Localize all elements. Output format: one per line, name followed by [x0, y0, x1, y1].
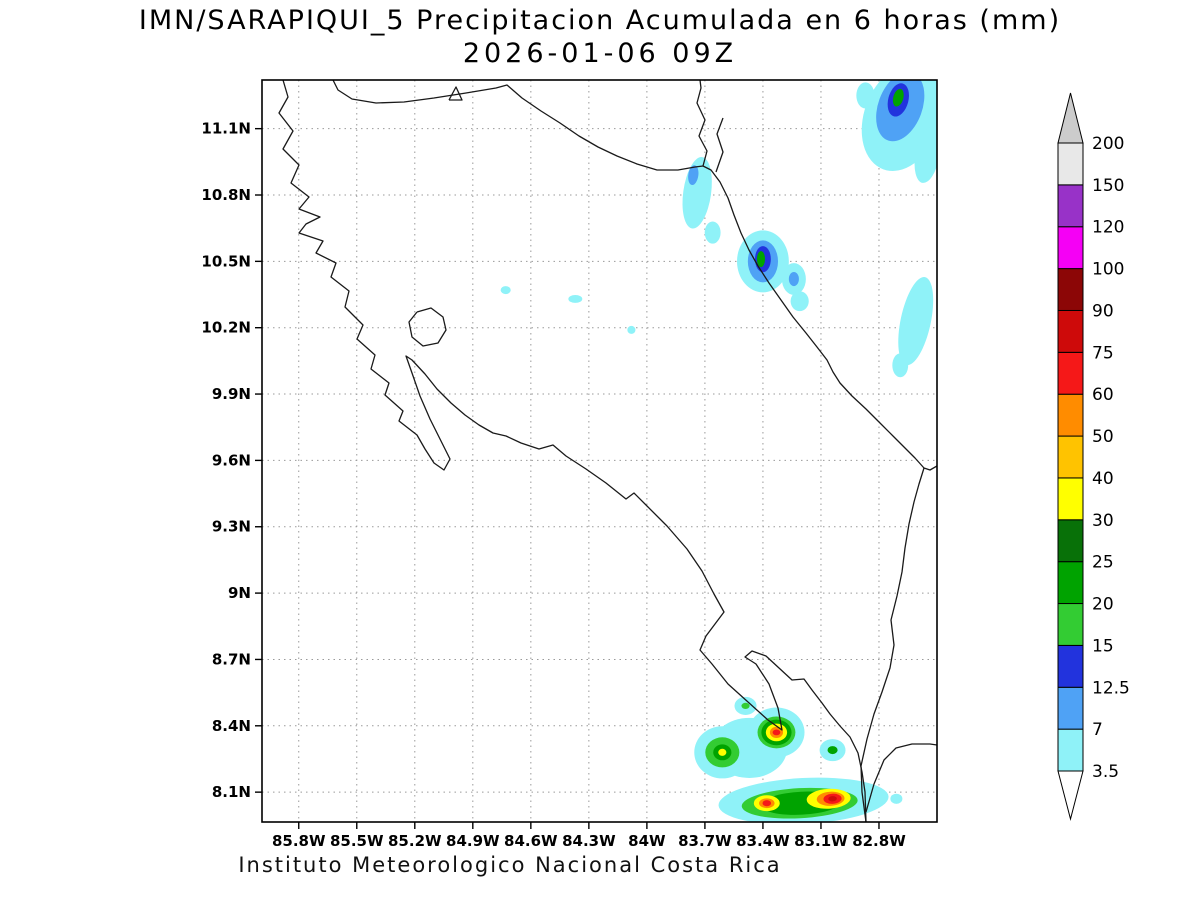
- coastline: [696, 80, 937, 471]
- precip-cell: [688, 165, 699, 185]
- y-tick-label: 9.6N: [212, 451, 251, 469]
- colorbar-segment: [1057, 644, 1084, 688]
- precip-cell: [892, 353, 909, 378]
- precip-cell: [856, 82, 875, 109]
- colorbar-segment: [1057, 226, 1084, 270]
- colorbar-segment: [1057, 142, 1084, 186]
- precip-cell: [704, 221, 721, 244]
- precip-shading: [500, 80, 937, 822]
- coastline: [278, 80, 867, 822]
- precip-cell: [756, 251, 766, 268]
- colorbar: 3.5 7 12.5 15 20 25 30 40 50 60 75 90 100 120 150 200: [1057, 92, 1130, 821]
- colorbar-over-arrow: [1057, 92, 1084, 144]
- colorbar-label: 100: [1092, 260, 1124, 280]
- y-tick-label: 10.2N: [201, 319, 251, 337]
- x-tick-label: 85.2W: [388, 832, 442, 850]
- colorbar-segment: [1057, 268, 1084, 311]
- colorbar-segment: [1057, 561, 1084, 605]
- colorbar-segment: [1057, 393, 1084, 437]
- y-tick-label: 8.1N: [212, 783, 251, 801]
- colorbar-label: 7: [1092, 720, 1103, 740]
- colorbar-label: 150: [1092, 176, 1124, 196]
- precip-cell: [741, 702, 750, 709]
- x-tick-label: 85.8W: [272, 832, 326, 850]
- colorbar-label: 40: [1092, 469, 1114, 489]
- source-attribution: Instituto Meteorologico Nacional Costa R…: [238, 853, 782, 877]
- colorbar-label: 25: [1092, 553, 1114, 573]
- colorbar-label: 75: [1092, 343, 1114, 363]
- grid-lines: [262, 80, 937, 822]
- x-tick-label: 83.7W: [678, 832, 732, 850]
- x-tick-label: 83.1W: [794, 832, 848, 850]
- y-tick-label: 8.4N: [212, 717, 251, 735]
- y-tick-label: 9.9N: [212, 385, 251, 403]
- colorbar-segment: [1057, 519, 1084, 563]
- colorbar-label: 15: [1092, 636, 1114, 656]
- y-tick-label: 10.5N: [201, 252, 251, 270]
- coastline: [408, 307, 447, 347]
- precip-cell: [790, 291, 809, 312]
- colorbar-segment: [1057, 728, 1084, 772]
- colorbar-label: 30: [1092, 511, 1114, 531]
- colorbar-label: 12.5: [1092, 678, 1130, 698]
- coastline: [715, 117, 724, 173]
- precip-cell: [828, 796, 837, 802]
- x-tick-label: 84W: [628, 832, 666, 850]
- precip-cell: [890, 793, 903, 804]
- y-tick-label: 8.7N: [212, 650, 251, 668]
- precip-cell: [788, 271, 799, 287]
- y-tick-label: 10.8N: [201, 186, 251, 204]
- colorbar-label: 60: [1092, 385, 1114, 405]
- x-tick-label: 84.9W: [446, 832, 500, 850]
- precip-cell: [568, 294, 583, 303]
- x-tick-label: 84.6W: [504, 832, 558, 850]
- colorbar-segment: [1057, 686, 1084, 730]
- map-frame: [261, 79, 938, 823]
- x-tick-label: 83.4W: [736, 832, 790, 850]
- y-tick-label: 9N: [228, 584, 251, 602]
- chart-title-line2: 2026-01-06 09Z: [462, 38, 738, 69]
- precip-cell: [627, 325, 636, 334]
- y-tick-label: 11.1N: [201, 120, 251, 138]
- axis-labels: 85.8W 85.5W 85.2W 84.9W 84.6W 84.3W 84W 83.7W 83…: [201, 120, 906, 850]
- precip-cell: [892, 88, 904, 107]
- colorbar-segment: [1057, 477, 1084, 521]
- colorbar-segment: [1057, 309, 1084, 353]
- coastline: [448, 86, 463, 101]
- precip-cell: [827, 746, 838, 755]
- colorbar-label: 3.5: [1092, 762, 1119, 782]
- coastline: [332, 80, 704, 171]
- colorbar-segment: [1057, 603, 1084, 646]
- precip-cell: [772, 729, 781, 736]
- precip-cell: [914, 127, 937, 183]
- precip-cell: [718, 748, 727, 756]
- chart-title-block: IMN/SARAPIQUI_5 Precipitacion Acumulada …: [0, 0, 1200, 69]
- colorbar-under-arrow: [1057, 770, 1084, 821]
- coastline: [865, 743, 937, 813]
- colorbar-label: 90: [1092, 301, 1114, 321]
- colorbar-segment: [1057, 184, 1084, 228]
- colorbar-label: 50: [1092, 427, 1114, 447]
- colorbar-label: 200: [1092, 134, 1124, 154]
- colorbar-segment: [1057, 351, 1084, 395]
- precip-cell: [898, 277, 934, 366]
- x-tick-label: 85.5W: [330, 832, 384, 850]
- colorbar-segment: [1057, 435, 1084, 479]
- colorbar-label: 20: [1092, 595, 1114, 615]
- y-tick-label: 9.3N: [212, 518, 251, 536]
- x-tick-label: 82.8W: [852, 832, 906, 850]
- precip-cell: [762, 800, 772, 807]
- precip-cell: [500, 286, 511, 295]
- colorbar-label: 120: [1092, 218, 1124, 238]
- coastline: [860, 467, 925, 822]
- x-tick-label: 84.3W: [562, 832, 616, 850]
- chart-title-line1: IMN/SARAPIQUI_5 Precipitacion Acumulada …: [138, 5, 1062, 36]
- coastline-borders: [278, 80, 937, 822]
